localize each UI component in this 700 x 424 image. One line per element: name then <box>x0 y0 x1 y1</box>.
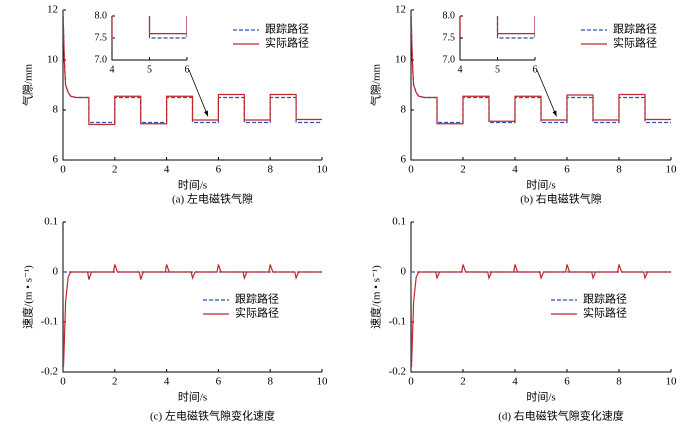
y-tick-label: 8.0 <box>443 10 456 21</box>
legend-label: 实际路径 <box>265 36 309 50</box>
legend-label: 实际路径 <box>235 306 279 320</box>
caption: (b) 右电磁铁气隙 <box>520 192 602 206</box>
y-axis-label: 速度/(m • s⁻¹) <box>369 265 383 329</box>
series-line <box>63 264 322 368</box>
x-tick-label: 4 <box>164 376 170 388</box>
y-tick-label: 12 <box>47 4 58 16</box>
y-tick-label: -0.2 <box>41 366 58 378</box>
x-axis-label: 时间/s <box>178 179 207 192</box>
x-tick-label: 4 <box>512 164 518 176</box>
x-tick-label: 0 <box>60 164 66 176</box>
x-tick-label: 2 <box>460 376 466 388</box>
y-tick-label: -0.2 <box>389 366 406 378</box>
y-tick-label: 8 <box>401 104 407 116</box>
chart: 0 2 4 6 8 10 -0.2 -0.1 0 0.1 时间/s 速度/(m • s⁻¹) (c) 左… <box>21 216 328 423</box>
arrow <box>188 69 209 117</box>
x-tick-label: 8 <box>616 376 622 388</box>
x-tick-label: 8 <box>267 376 273 388</box>
legend-label: 实际路径 <box>613 36 657 50</box>
x-tick-label: 10 <box>666 376 678 388</box>
y-tick-label: 7.5 <box>443 32 456 43</box>
chart: 0 2 4 6 8 10 6 8 10 12 时间/s 气隙/mm (b) 右电磁铁气隙 跟踪路径实际路径… <box>369 4 678 206</box>
x-tick-label: 4 <box>512 376 518 388</box>
legend-label: 跟踪路径 <box>235 292 279 306</box>
x-tick-label: 0 <box>408 376 414 388</box>
x-tick-label: 6 <box>216 164 222 176</box>
y-tick-label: 7.5 <box>95 32 108 43</box>
y-axis-label: 速度/(m • s⁻¹) <box>21 265 35 329</box>
x-tick-label: 2 <box>112 164 118 176</box>
x-tick-label: 4 <box>164 164 170 176</box>
axis-line <box>62 222 322 373</box>
y-tick-label: 10 <box>395 54 407 66</box>
x-tick-label: 0 <box>60 376 66 388</box>
arrow-head <box>204 110 209 117</box>
x-tick-label: 2 <box>460 164 466 176</box>
x-tick-label: 6 <box>533 64 538 75</box>
caption: (a) 左电磁铁气隙 <box>172 192 253 206</box>
y-tick-label: 10 <box>47 54 59 66</box>
legend-label: 跟踪路径 <box>583 292 627 306</box>
x-axis-label: 时间/s <box>178 391 207 404</box>
caption: (d) 右电磁铁气隙变化速度 <box>498 409 624 423</box>
x-tick-label: 6 <box>564 376 570 388</box>
y-tick-label: 8 <box>53 104 59 116</box>
chart: 0 2 4 6 8 10 6 8 10 12 时间/s 气隙/mm (a) 左电磁铁气隙 跟踪路径实际路径… <box>21 4 329 206</box>
x-tick-label: 10 <box>666 164 678 176</box>
legend-label: 跟踪路径 <box>613 22 657 36</box>
y-tick-label: 7.0 <box>443 54 456 65</box>
y-tick-label: 0 <box>401 266 407 278</box>
x-axis-label: 时间/s <box>526 391 555 404</box>
y-tick-label: 6 <box>53 154 59 166</box>
x-tick-label: 6 <box>564 164 570 176</box>
y-tick-label: 0.1 <box>44 216 58 228</box>
x-tick-label: 5 <box>147 64 152 75</box>
x-tick-label: 6 <box>216 376 222 388</box>
y-tick-label: 8.0 <box>95 10 108 21</box>
axis-line <box>410 222 671 373</box>
x-tick-label: 2 <box>112 376 118 388</box>
series-line <box>411 264 671 368</box>
y-tick-label: -0.1 <box>41 316 58 328</box>
x-tick-label: 5 <box>495 64 500 75</box>
legend-label: 跟踪路径 <box>265 22 309 36</box>
x-tick-label: 6 <box>185 64 190 75</box>
y-tick-label: 12 <box>395 4 406 16</box>
x-tick-label: 8 <box>267 164 273 176</box>
series-line <box>411 10 671 125</box>
arrow-head <box>552 110 557 117</box>
x-tick-label: 10 <box>317 164 329 176</box>
x-tick-label: 10 <box>317 376 329 388</box>
y-axis-label: 气隙/mm <box>21 63 35 106</box>
y-tick-label: 6 <box>401 154 407 166</box>
caption: (c) 左电磁铁气隙变化速度 <box>150 409 275 423</box>
y-tick-label: 0.1 <box>392 216 406 228</box>
y-axis-label: 气隙/mm <box>369 63 383 106</box>
x-tick-label: 4 <box>110 64 115 75</box>
chart: 0 2 4 6 8 10 -0.2 -0.1 0 0.1 时间/s 速度/(m • s⁻¹) (d) 右… <box>369 216 677 423</box>
y-tick-label: -0.1 <box>389 316 406 328</box>
y-tick-label: 7.0 <box>95 54 108 65</box>
series-line <box>63 10 322 126</box>
x-axis-label: 时间/s <box>526 179 555 192</box>
y-tick-label: 0 <box>53 266 59 278</box>
x-tick-label: 0 <box>408 164 414 176</box>
arrow <box>536 69 557 117</box>
x-tick-label: 4 <box>458 64 463 75</box>
x-tick-label: 8 <box>616 164 622 176</box>
legend-label: 实际路径 <box>583 306 627 320</box>
